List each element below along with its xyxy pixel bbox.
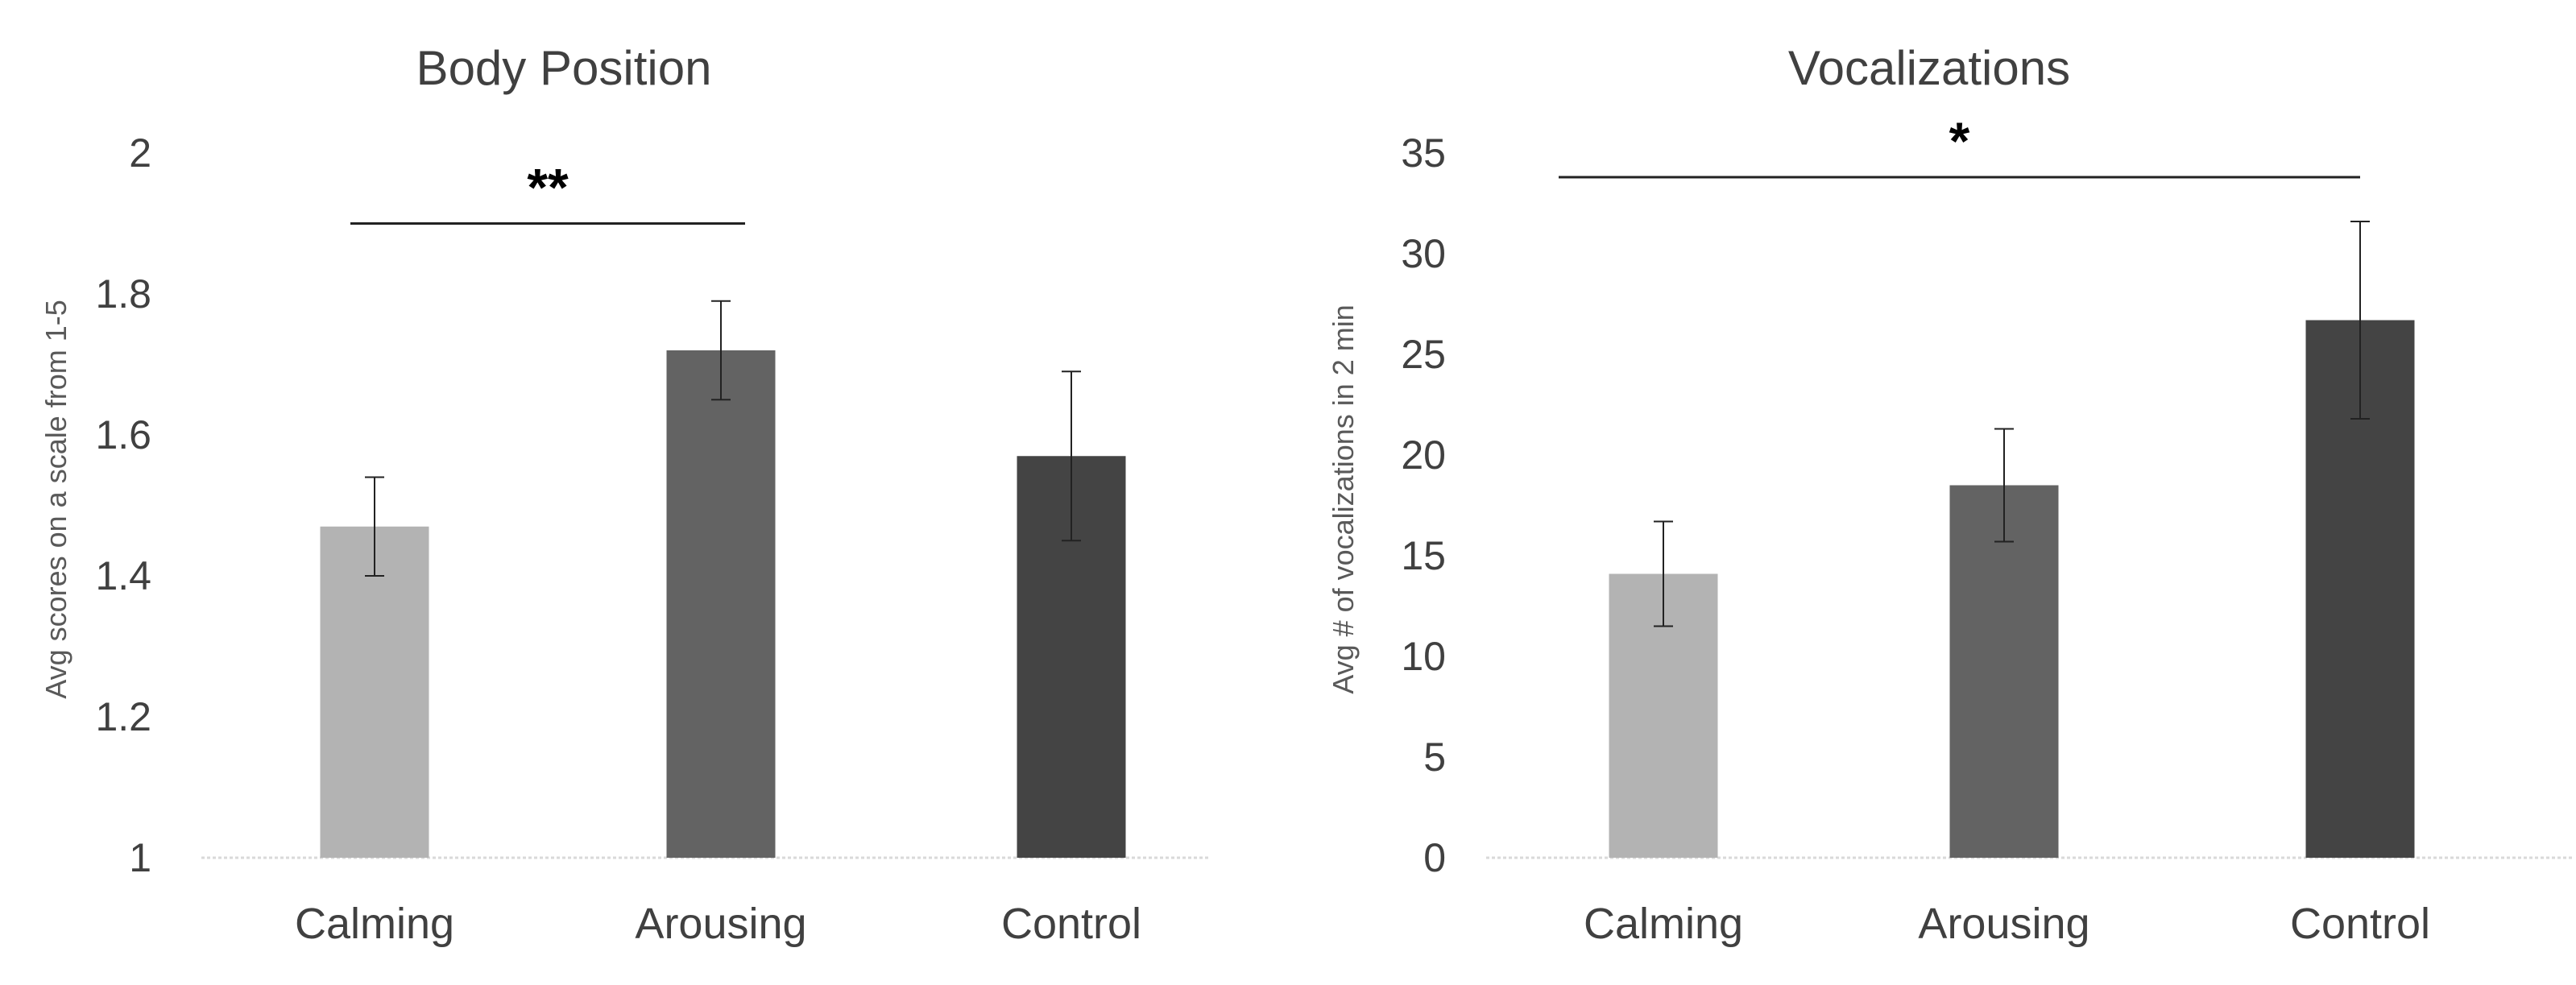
error-bar	[1062, 370, 1081, 542]
x-category-label: Arousing	[1918, 900, 2089, 948]
y-tick-label: 25	[1401, 332, 1446, 377]
significance-label: **	[527, 158, 569, 217]
significance-label: *	[1949, 111, 1970, 171]
chart-title: Body Position	[416, 41, 712, 95]
y-tick-label: 15	[1401, 533, 1446, 578]
y-tick-labels: 1 1.2 1.4 1.6 1.8 2	[95, 130, 151, 880]
bar	[1949, 485, 2059, 858]
error-bar	[711, 300, 731, 401]
x-category-label: Arousing	[635, 900, 806, 948]
error-bar	[2350, 221, 2370, 420]
chart-body-position: Body Position Avg scores on a scale from…	[39, 41, 1208, 948]
bar-marks	[1486, 176, 2574, 859]
y-tick-label: 1.8	[95, 271, 151, 317]
y-axis-label: Avg scores on a scale from 1-5	[39, 300, 72, 699]
x-category-label: Calming	[295, 900, 454, 948]
y-tick-label: 30	[1401, 231, 1446, 276]
y-tick-labels: 0 5 10 15 20 25 30 35	[1401, 130, 1446, 880]
bar	[666, 350, 776, 858]
y-tick-label: 1.2	[95, 694, 151, 739]
x-category-labels: Calming Arousing Control	[1584, 900, 2430, 948]
y-tick-label: 1.6	[95, 412, 151, 457]
error-bar	[365, 476, 384, 577]
y-tick-label: 0	[1423, 835, 1446, 880]
y-axis-label: Avg # of vocalizations in 2 min	[1327, 304, 1360, 694]
x-category-label: Control	[2290, 900, 2430, 948]
x-category-label: Calming	[1584, 900, 1743, 948]
y-tick-label: 1	[129, 835, 151, 880]
bar-marks	[201, 222, 1208, 859]
y-tick-label: 20	[1401, 432, 1446, 478]
x-category-labels: Calming Arousing Control	[295, 900, 1141, 948]
x-category-label: Control	[1001, 900, 1141, 948]
y-tick-label: 35	[1401, 130, 1446, 176]
chart-vocalizations: Vocalizations Avg # of vocalizations in …	[1327, 41, 2574, 948]
y-tick-label: 2	[129, 130, 151, 176]
y-tick-label: 5	[1423, 735, 1446, 780]
bar	[320, 526, 429, 858]
y-tick-label: 1.4	[95, 553, 151, 598]
y-tick-label: 10	[1401, 634, 1446, 679]
error-bar	[1994, 428, 2014, 543]
chart-title: Vocalizations	[1788, 41, 2070, 95]
error-bar	[1654, 520, 1673, 627]
